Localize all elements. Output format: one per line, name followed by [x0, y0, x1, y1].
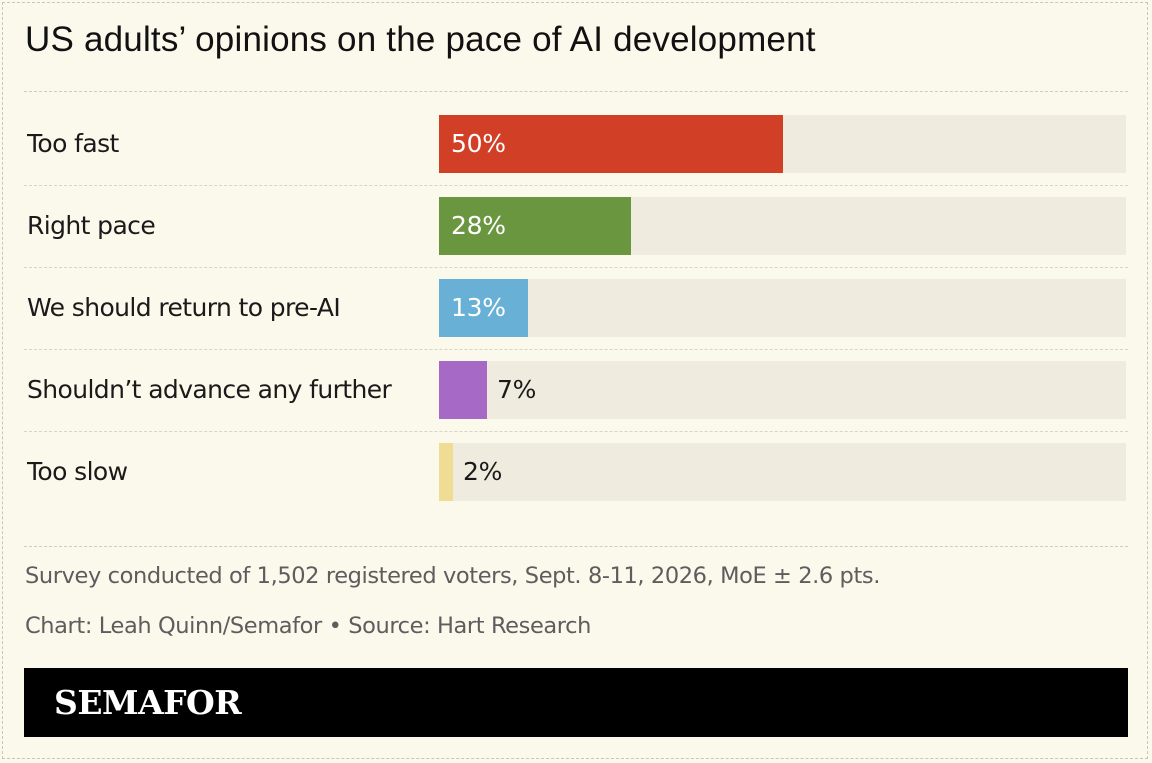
bar-too-slow	[439, 443, 453, 501]
footer-divider	[24, 546, 1128, 547]
bar-track-too-fast: 50%	[439, 115, 1126, 173]
category-label-right-pace: Right pace	[27, 211, 156, 240]
value-label-we-should-return-to-pre-ai: 13%	[451, 293, 506, 322]
row-separator	[24, 185, 1128, 186]
value-label-right-pace: 28%	[451, 211, 506, 240]
row-separator	[24, 267, 1128, 268]
value-label-shouldn-t-advance-any-further: 7%	[497, 375, 537, 404]
row-separator	[24, 431, 1128, 432]
semafor-logo: SEMAFOR	[54, 683, 242, 722]
category-label-shouldn-t-advance-any-further: Shouldn’t advance any further	[27, 375, 392, 404]
bar-track-shouldn-t-advance-any-further: 7%	[439, 361, 1126, 419]
brand-footer-bar: SEMAFOR	[24, 668, 1128, 737]
header-divider	[24, 91, 1128, 92]
category-label-too-fast: Too fast	[27, 129, 119, 158]
chart-credit: Chart: Leah Quinn/Semafor • Source: Hart…	[25, 613, 591, 639]
bar-we-should-return-to-pre-ai	[439, 279, 528, 337]
row-separator	[24, 349, 1128, 350]
value-label-too-slow: 2%	[463, 457, 503, 486]
bar-right-pace	[439, 197, 631, 255]
bar-track-too-slow: 2%	[439, 443, 1126, 501]
category-label-we-should-return-to-pre-ai: We should return to pre-AI	[27, 293, 341, 322]
bar-too-fast	[439, 115, 783, 173]
bar-shouldn-t-advance-any-further	[439, 361, 487, 419]
category-label-too-slow: Too slow	[27, 457, 128, 486]
chart-title: US adults’ opinions on the pace of AI de…	[25, 20, 816, 59]
bar-track-right-pace: 28%	[439, 197, 1126, 255]
survey-note: Survey conducted of 1,502 registered vot…	[25, 563, 880, 589]
bar-track-we-should-return-to-pre-ai: 13%	[439, 279, 1126, 337]
value-label-too-fast: 50%	[451, 129, 506, 158]
